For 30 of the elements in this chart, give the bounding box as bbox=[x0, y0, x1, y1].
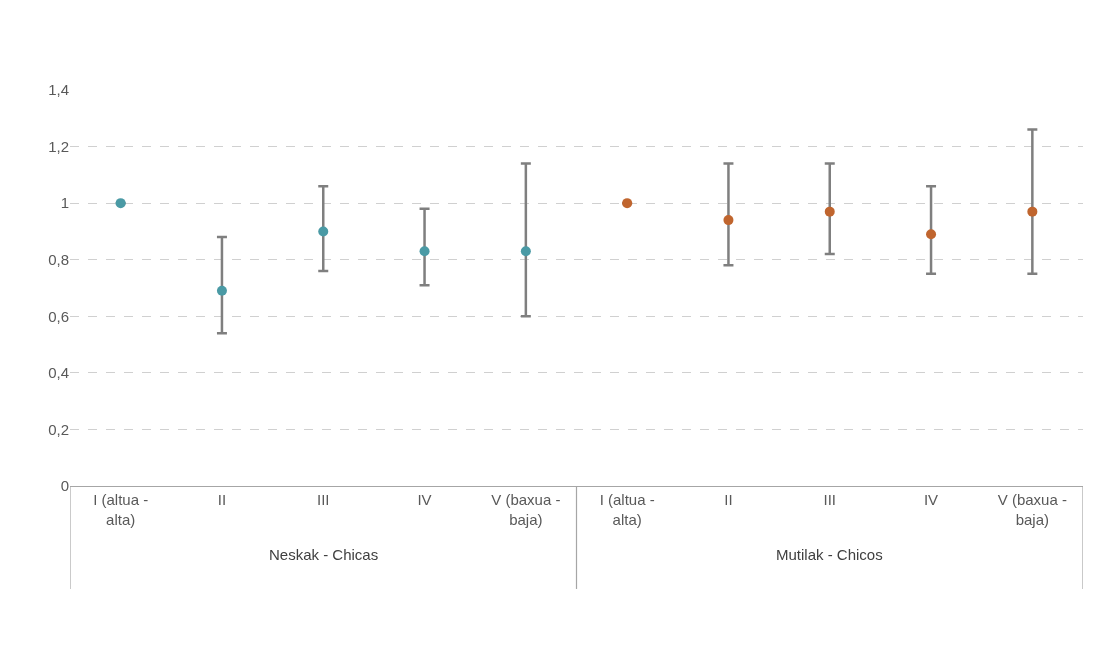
y-tick-label: 0 bbox=[60, 477, 69, 495]
point bbox=[926, 229, 937, 240]
y-tick-label: 0,2 bbox=[48, 420, 69, 438]
y-tick-label: 0,8 bbox=[48, 250, 69, 268]
point bbox=[824, 206, 835, 217]
y-tick-label: 1,2 bbox=[48, 137, 69, 155]
point bbox=[318, 226, 329, 237]
text: Mutilak - Chicos bbox=[776, 546, 883, 563]
x-tick-label: V (baxua - baja) bbox=[491, 491, 561, 528]
x-tick-label: V (baxua - baja) bbox=[997, 491, 1067, 528]
point bbox=[115, 198, 126, 209]
point bbox=[622, 198, 633, 209]
x-tick-label: III bbox=[823, 491, 837, 508]
point bbox=[723, 215, 734, 226]
x-tick-label: I (altua - alta) bbox=[599, 491, 655, 528]
point bbox=[520, 246, 531, 257]
text: Neskak - Chicas bbox=[269, 546, 379, 563]
y-tick-label: 1,4 bbox=[48, 81, 69, 99]
point bbox=[1027, 206, 1038, 217]
x-tick-label: III bbox=[316, 491, 330, 508]
x-tick-label: I (altua - alta) bbox=[93, 491, 149, 528]
x-tick-label: II bbox=[217, 491, 227, 508]
x-tick-label: IV bbox=[417, 491, 432, 508]
x-tick-label: II bbox=[724, 491, 733, 508]
y-tick-label: 1 bbox=[60, 194, 69, 212]
y-tick-label: 0,6 bbox=[48, 307, 69, 325]
point bbox=[216, 285, 227, 296]
x-tick-label: IV bbox=[923, 491, 939, 508]
point bbox=[419, 246, 430, 257]
y-tick-label: 0,4 bbox=[48, 364, 69, 382]
